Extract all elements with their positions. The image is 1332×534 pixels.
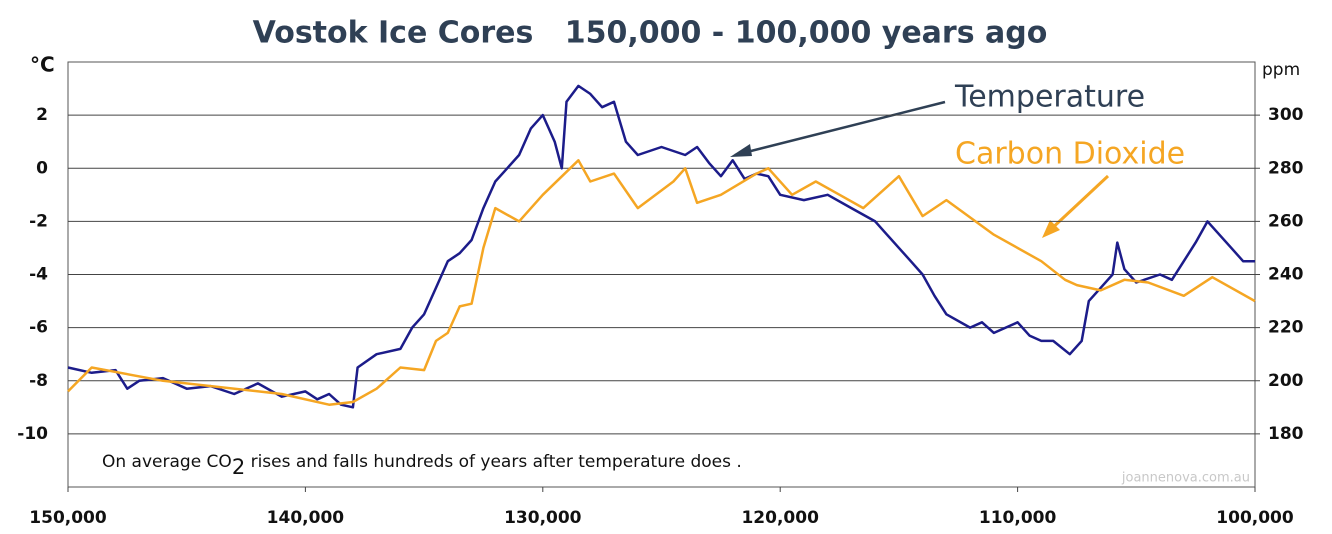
note: On average CO2 rises and falls hundreds … bbox=[102, 452, 742, 479]
note-text: rises and falls hundreds of years after … bbox=[245, 452, 742, 472]
annotation: Temperature bbox=[954, 80, 1145, 115]
y-tick-label: -6 bbox=[29, 318, 48, 338]
y2-tick-label: 240 bbox=[1268, 265, 1304, 285]
x-tick-label: 140,000 bbox=[267, 508, 345, 528]
chart-title: Vostok Ice Cores 150,000 - 100,000 years… bbox=[253, 16, 1048, 51]
x-tick-label: 150,000 bbox=[29, 508, 107, 528]
x-tick-label: 110,000 bbox=[979, 508, 1057, 528]
x-tick-label: 120,000 bbox=[741, 508, 819, 528]
x-tick-label: 130,000 bbox=[504, 508, 582, 528]
y2-tick-label: 300 bbox=[1268, 105, 1304, 125]
arrow bbox=[1046, 174, 1110, 234]
y2-axis-label: ppm bbox=[1262, 60, 1300, 80]
y2-tick-label: 180 bbox=[1268, 424, 1304, 444]
series-line bbox=[67, 84, 1255, 409]
y2-tick-label: 220 bbox=[1268, 318, 1304, 338]
arrow bbox=[734, 100, 946, 157]
y-tick-label: -8 bbox=[29, 371, 48, 391]
y-tick-label: -4 bbox=[29, 265, 48, 285]
annotation: Carbon Dioxide bbox=[955, 137, 1185, 172]
arrow-head bbox=[730, 144, 752, 157]
y2-tick-label: 260 bbox=[1268, 211, 1304, 231]
watermark: joannenova.com.au bbox=[1121, 471, 1250, 486]
series-line bbox=[67, 159, 1256, 406]
y-tick-label: 2 bbox=[36, 105, 48, 125]
y2-tick-label: 200 bbox=[1268, 371, 1304, 391]
note-subscript: 2 bbox=[232, 455, 245, 479]
x-tick-label: 100,000 bbox=[1216, 508, 1294, 528]
y-tick-label: 0 bbox=[36, 158, 48, 178]
y-tick-label: -2 bbox=[29, 211, 48, 231]
y2-tick-label: 280 bbox=[1268, 158, 1304, 178]
arrow-head bbox=[1042, 220, 1060, 238]
note-text: On average CO bbox=[102, 452, 232, 472]
y-tick-label: -10 bbox=[17, 424, 48, 444]
y-axis-label: °C bbox=[30, 53, 55, 77]
